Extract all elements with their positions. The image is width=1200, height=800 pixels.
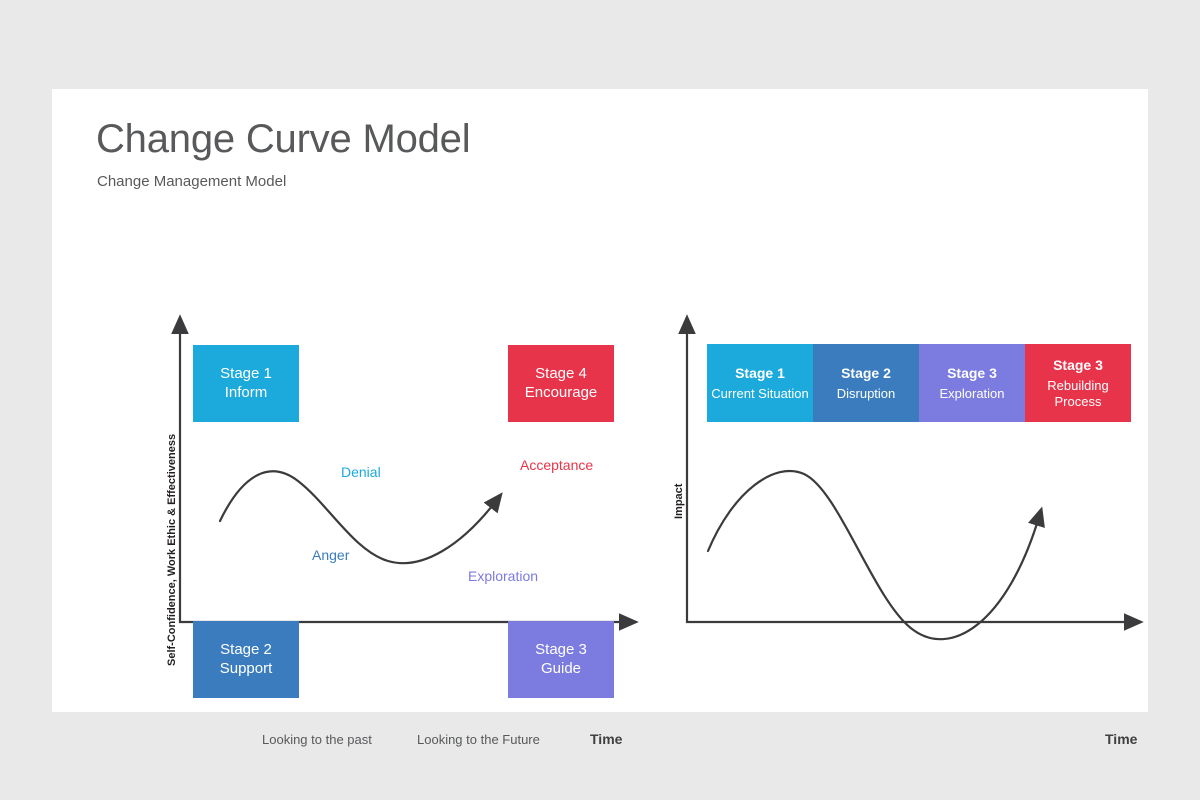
stage-box-sub: Current Situation (711, 385, 809, 401)
stage-box-head: Stage 1 (220, 365, 272, 383)
left-y-axis-title: Self-Confidence, Work Ethic & Effectiven… (166, 433, 178, 666)
page-subtitle: Change Management Model (97, 173, 287, 190)
stage-box-sub: Inform (224, 383, 268, 401)
stage-box-head: Stage 2 (841, 364, 891, 381)
right-chart-graphics (678, 314, 1144, 641)
curve-label-anger: Anger (312, 547, 350, 563)
right-y-axis-title: Impact (673, 483, 685, 519)
right-impact-curve (706, 469, 1045, 641)
left-change-curve (218, 470, 503, 565)
right-x-axis-title: Time (1105, 731, 1138, 747)
stage-box-inform[interactable]: Stage 1 Inform (193, 345, 299, 422)
left-chart: Stage 1 Inform Stage 4 Encourage Stage 2… (92, 199, 639, 747)
left-x-caption-past: Looking to the past (262, 732, 372, 747)
left-x-caption-future: Looking to the Future (417, 732, 540, 747)
stage-box-sub: Guide (540, 659, 582, 677)
stage-box-head: Stage 1 (735, 364, 785, 381)
page-title: Change Curve Model (96, 117, 471, 161)
stage-box-sub: Exploration (939, 385, 1005, 401)
curve-label-denial: Denial (341, 464, 381, 480)
left-x-axis-title: Time (590, 731, 623, 747)
stage-box-head: Stage 3 (535, 641, 587, 659)
stage-box-sub: Disruption (836, 385, 896, 401)
stage-box-head: Stage 2 (220, 641, 272, 659)
curve-label-exploration: Exploration (468, 568, 539, 584)
stage-box-exploration[interactable]: Stage 3 Exploration (919, 344, 1025, 422)
stage-box-sub: Encourage (524, 383, 598, 401)
stage-box-guide[interactable]: Stage 3 Guide (508, 621, 614, 698)
curve-label-acceptance: Acceptance (520, 457, 594, 473)
stage-box-support[interactable]: Stage 2 Support (193, 621, 299, 698)
stage-box-head: Stage 4 (535, 365, 587, 383)
stage-box-sub: Rebuilding Process (1047, 377, 1109, 409)
stage-box-encourage[interactable]: Stage 4 Encourage (508, 345, 614, 422)
slide-card: Change Curve Model Change Management Mod… (52, 89, 1148, 747)
stage-box-head: Stage 3 (947, 364, 997, 381)
stage-box-head: Stage 3 (1053, 356, 1103, 373)
stage-box-current-situation[interactable]: Stage 1 Current Situation (707, 344, 813, 422)
stage-box-disruption[interactable]: Stage 2 Disruption (813, 344, 919, 422)
stage-box-sub: Support (219, 659, 273, 677)
stage-box-rebuilding-process[interactable]: Stage 3 Rebuilding Process (1025, 344, 1131, 422)
right-chart: Stage 1 Current Situation Stage 2 Disrup… (607, 199, 1144, 747)
